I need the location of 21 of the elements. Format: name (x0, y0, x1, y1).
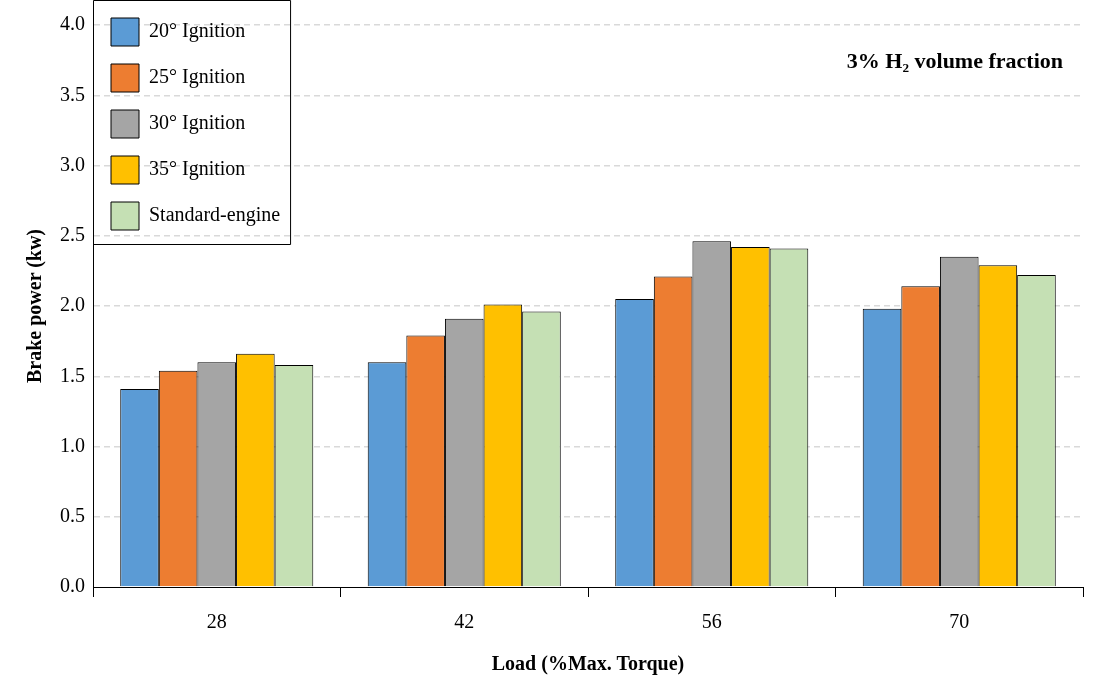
y-tick-label: 3.5 (60, 82, 85, 105)
y-tick-label: 0.0 (60, 574, 85, 597)
y-axis-title: Brake power (kw) (23, 228, 47, 384)
x-axis-title: Load (%Max. Torque) (491, 652, 685, 676)
x-tick-label: 42 (454, 610, 475, 633)
y-tick-label: 0.5 (60, 504, 85, 526)
x-tick-label: 28 (206, 610, 227, 633)
legend-label: Standard-engine (149, 203, 281, 227)
legend-label: 25° Ignition (149, 65, 246, 89)
text: 3% H₂ volume fraction (846, 47, 1063, 73)
legend-label: 20° Ignition (149, 19, 246, 43)
y-tick-label: 4.0 (60, 12, 85, 35)
y-tick-label: 1.5 (60, 363, 85, 386)
y-tick-label: 1.0 (60, 433, 85, 456)
y-tick-label: 3.0 (60, 152, 85, 175)
y-tick-label: 2.5 (60, 223, 85, 245)
legend-label: 30° Ignition (149, 111, 246, 135)
legend-label: 35° Ignition (149, 157, 246, 181)
x-tick-label: 56 (701, 610, 722, 633)
x-tick-label: 70 (949, 610, 970, 633)
y-tick-label: 2.0 (60, 293, 85, 316)
